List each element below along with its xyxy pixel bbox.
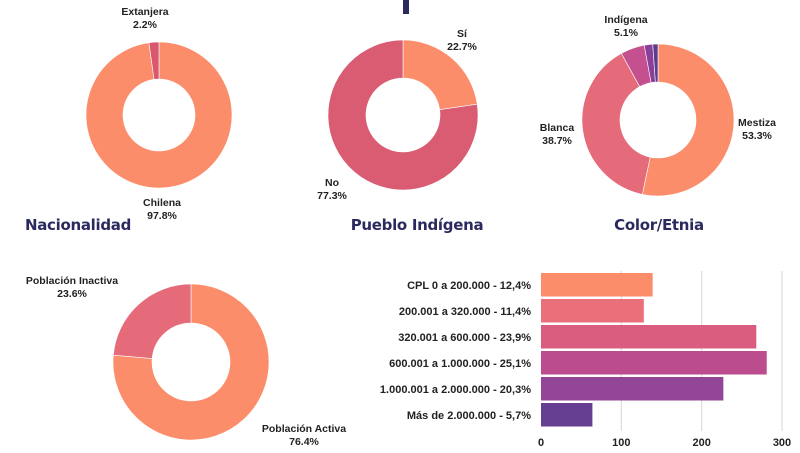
slice-value-label: 22.7% [447, 41, 477, 53]
slice-value-label: 97.8% [147, 210, 177, 222]
slice-label: Indígena [604, 14, 647, 26]
bar [541, 403, 593, 427]
header-accent-bar [403, 0, 409, 14]
category-label: Más de 2.000.000 - 5,7% [407, 410, 531, 422]
slice-value-label: 77.3% [317, 190, 347, 202]
category-label: 600.001 a 1.000.000 - 25,1% [389, 358, 531, 370]
slice-value-label: 76.4% [289, 436, 319, 448]
slice-label: Sí [457, 28, 468, 40]
category-label: CPL 0 a 200.000 - 12,4% [407, 280, 531, 292]
slice-label: No [325, 177, 339, 189]
donut-slice-poblaci-n-inactiva [112, 283, 192, 359]
slice-label: Extanjera [121, 6, 168, 18]
donut-slice-extanjera [148, 41, 160, 80]
category-label: 1.000.001 a 2.000.000 - 20,3% [380, 384, 531, 396]
slice-value-label: 53.3% [742, 130, 772, 142]
income-bar-chart: 0 100 200 300 CPL 0 a 200.000 - 12,4% 200.001… [380, 271, 791, 449]
bar [541, 351, 767, 375]
slice-label: Blanca [540, 122, 575, 134]
donut-slice-unlabeled-4 [652, 43, 659, 83]
x-tick-label: 300 [773, 437, 791, 449]
slice-label: Población Activa [262, 423, 346, 435]
slice-value-label: 23.6% [57, 288, 87, 300]
category-label: 320.001 a 600.000 - 23,9% [398, 332, 531, 344]
x-tick-label: 0 [538, 437, 544, 449]
chart-title: Color/Etnia [614, 216, 704, 234]
donut-slice-poblaci-n-activa [112, 283, 270, 441]
slice-value-label: 5.1% [614, 27, 639, 39]
slice-label: Mestiza [738, 117, 776, 129]
bar [541, 325, 757, 349]
donut-slice-chilena [85, 41, 233, 189]
donut-slice-mestiza [641, 43, 735, 197]
chart-title: Nacionalidad [25, 216, 131, 234]
slice-value-label: 2.2% [133, 19, 158, 31]
donut-slice-blanca [581, 52, 651, 195]
slice-label: Población Inactiva [26, 275, 118, 287]
category-label: 200.001 a 320.000 - 11,4% [399, 306, 531, 318]
slice-label: Chilena [143, 197, 181, 209]
bar [541, 299, 644, 323]
chart-title: Pueblo Indígena [351, 216, 484, 234]
x-tick-label: 100 [612, 437, 630, 449]
bar [541, 273, 653, 297]
x-tick-label: 200 [692, 437, 710, 449]
bar [541, 377, 724, 401]
donut-slice-no [327, 39, 479, 191]
slice-value-label: 38.7% [542, 135, 572, 147]
